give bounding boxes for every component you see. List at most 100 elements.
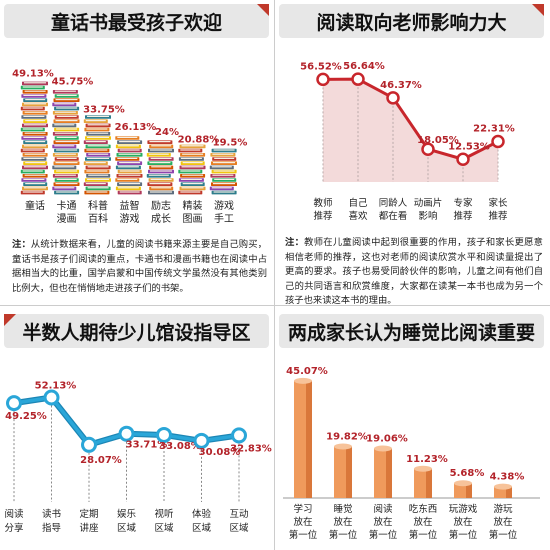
sleep-category-label: 第一位 xyxy=(369,529,398,541)
books-data-label: 33.75% xyxy=(83,104,125,115)
library-category-label: 视听 xyxy=(154,508,174,520)
sleep-category-label: 放在 xyxy=(413,516,432,528)
influence-data-point xyxy=(421,142,435,156)
books-category-label: 励志 xyxy=(151,199,171,212)
library-category-label: 体验 xyxy=(192,508,212,520)
influence-category-label: 都在看 xyxy=(379,210,408,222)
library-panel: 半数人期待少儿馆设指导区 49.25% 阅读 分享 52.13% 读书 指导 28.07% 定… xyxy=(0,310,275,550)
panel-divider-horizontal xyxy=(0,305,550,306)
books-title: 童话书最受孩子欢迎 xyxy=(50,11,222,34)
influence-title: 阅读取向老师影响力大 xyxy=(316,11,507,34)
books-note-lead: 注： xyxy=(12,239,31,250)
sleep-category-label: 放在 xyxy=(453,516,472,528)
books-category-label: 童话 xyxy=(25,199,45,212)
influence-note-body: 教师在儿童阅读中起到很重要的作用，孩子和家长更愿意相信老师的推荐，这也对老师的阅… xyxy=(285,237,543,307)
sleep-category-label: 学习 xyxy=(293,503,312,515)
influence-category-label: 自己 xyxy=(348,197,368,209)
sleep-panel: 两成家长认为睡觉比阅读重要 45.07% 学习 放在 第一位 19.82% 睡觉 放在 第一位… xyxy=(275,310,550,550)
influence-data-point xyxy=(316,72,330,87)
influence-data-label: 18.05% xyxy=(417,135,459,146)
library-category-label: 区域 xyxy=(117,522,137,534)
sleep-bar xyxy=(454,480,472,498)
books-data-label: 49.13% xyxy=(12,69,54,80)
influence-data-point xyxy=(386,91,400,105)
books-data-label: 26.13% xyxy=(115,122,157,133)
sleep-category-label: 睡觉 xyxy=(333,503,352,515)
sleep-category-label: 吃东西 xyxy=(409,503,438,515)
sleep-category-label: 第一位 xyxy=(489,529,518,541)
library-category-label: 定期 xyxy=(79,508,98,520)
books-data-label: 45.75% xyxy=(52,77,94,88)
title-corner-decoration xyxy=(532,4,544,16)
book-stack-bar xyxy=(178,144,206,195)
library-data-point xyxy=(156,426,172,443)
library-title-bar: 半数人期待少儿馆设指导区 xyxy=(4,314,269,348)
library-data-point xyxy=(193,432,210,449)
library-category-label: 读书 xyxy=(42,508,62,520)
library-data-point xyxy=(118,425,135,442)
sleep-data-label: 19.82% xyxy=(326,431,368,442)
library-category-label: 分享 xyxy=(4,522,23,534)
sleep-data-label: 45.07% xyxy=(286,366,328,377)
library-data-label: 49.25% xyxy=(5,411,47,422)
library-category-label: 娱乐 xyxy=(117,508,137,520)
books-data-label: 24% xyxy=(155,127,179,138)
library-data-label: 33.71% xyxy=(126,440,168,451)
sleep-category-label: 放在 xyxy=(333,516,352,528)
library-data-point xyxy=(6,395,22,412)
book-stack-bar xyxy=(83,115,111,195)
sleep-data-label: 11.23% xyxy=(406,454,448,465)
sleep-category-label: 第一位 xyxy=(449,529,478,541)
books-panel: 童话书最受孩子欢迎 49.13% 童话 45.75% 卡通 漫画 33.75% 科普 百科 26… xyxy=(0,0,275,300)
library-data-point xyxy=(81,436,97,453)
influence-category-label: 推荐 xyxy=(453,210,473,222)
sleep-category-label: 第一位 xyxy=(289,529,318,541)
influence-category-label: 教师 xyxy=(313,197,332,209)
sleep-category-label: 玩游戏 xyxy=(449,503,478,515)
books-title-bar: 童话书最受孩子欢迎 xyxy=(4,4,269,38)
title-corner-decoration xyxy=(4,314,16,326)
book-stack-bar xyxy=(52,90,80,195)
sleep-category-label: 放在 xyxy=(493,516,512,528)
book-stack-bar xyxy=(146,140,174,195)
influence-category-label: 专家 xyxy=(453,197,473,209)
library-category-label: 互动 xyxy=(229,509,248,520)
influence-data-label: 56.52% xyxy=(300,61,342,72)
books-category-label: 益智 xyxy=(120,199,140,212)
sleep-bar xyxy=(294,377,312,498)
sleep-category-label: 第一位 xyxy=(409,529,438,541)
library-data-point xyxy=(43,389,60,406)
sleep-data-label: 4.38% xyxy=(490,472,525,483)
influence-panel: 阅读取向老师影响力大 56.52% 教师 推荐 56.64% 自己 喜欢 46.37% 同龄人… xyxy=(275,0,550,306)
books-category-label: 卡通 xyxy=(57,199,77,212)
library-category-label: 区域 xyxy=(192,522,212,534)
books-category-label: 成长 xyxy=(151,213,171,225)
sleep-data-label: 19.06% xyxy=(366,433,408,444)
books-note: 注：从统计数据来看，儿童的阅读书籍来源主要是自己购买，童话书是孩子们阅读的重点，… xyxy=(12,238,267,296)
title-corner-decoration xyxy=(257,4,269,16)
library-data-label: 33.08% xyxy=(159,441,201,452)
influence-note-lead: 注： xyxy=(285,237,305,248)
panel-divider-vertical xyxy=(274,0,275,550)
book-stack-bar xyxy=(209,148,237,195)
influence-data-point xyxy=(491,134,505,149)
books-data-label: 19.5% xyxy=(213,138,248,149)
influence-note: 注：教师在儿童阅读中起到很重要的作用，孩子和家长更愿意相信老师的推荐，这也对老师… xyxy=(285,236,543,309)
sleep-category-label: 阅读 xyxy=(373,503,393,515)
books-chart: 49.13%童话45.75%卡通漫画33.75%科普百科26.13%益智游戏24… xyxy=(12,69,248,225)
sleep-bar xyxy=(494,483,512,498)
books-note-body: 从统计数据来看，儿童的阅读书籍来源主要是自己购买，童话书是孩子们阅读的重点，卡通… xyxy=(12,239,267,294)
library-data-label: 32.83% xyxy=(230,443,272,454)
influence-data-label: 12.53% xyxy=(448,141,490,152)
library-category-label: 指导 xyxy=(42,522,61,534)
book-stack-bar xyxy=(20,81,48,195)
sleep-category-label: 放在 xyxy=(293,516,312,528)
library-data-label: 30.08% xyxy=(199,447,241,458)
sleep-category-label: 放在 xyxy=(373,516,392,528)
library-data-label: 52.13% xyxy=(35,380,77,391)
sleep-category-label: 第一位 xyxy=(329,529,358,541)
influence-data-point xyxy=(456,152,470,167)
